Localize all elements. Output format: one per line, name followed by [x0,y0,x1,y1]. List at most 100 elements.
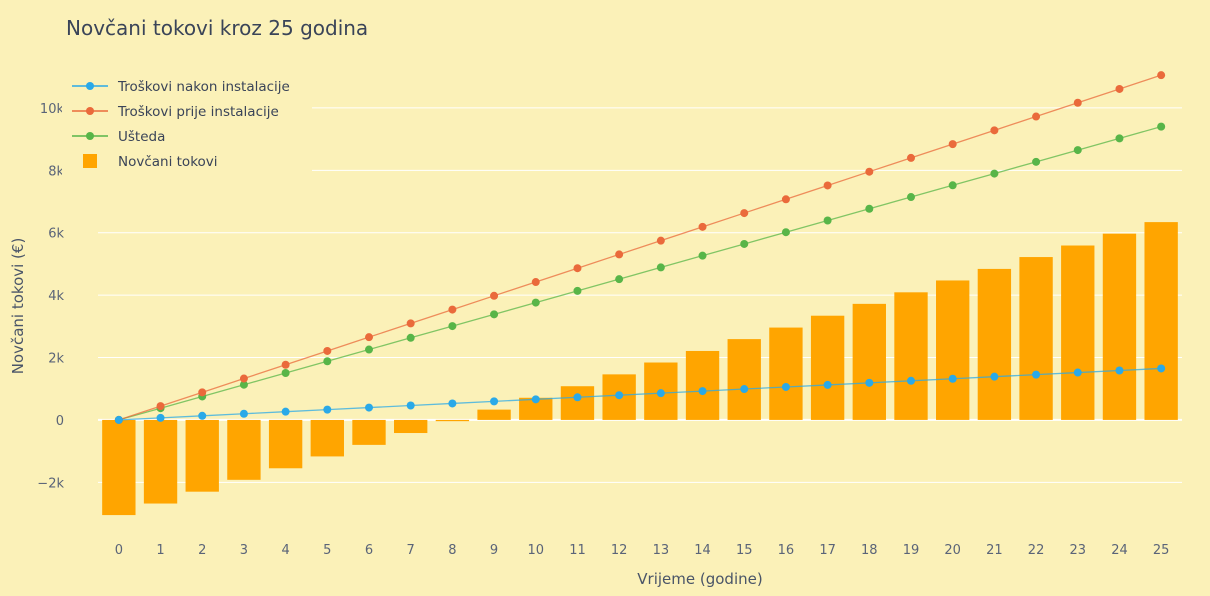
point-usteda[interactable] [823,216,832,225]
point-troskovi-nakon[interactable] [573,393,582,402]
bar-novcani-tokovi[interactable] [852,303,886,420]
point-troskovi-prije[interactable] [365,333,373,342]
point-troskovi-prije[interactable] [656,236,665,245]
point-troskovi-nakon[interactable] [990,372,999,381]
point-troskovi-prije[interactable] [1032,112,1041,121]
bar-novcani-tokovi[interactable] [477,409,511,420]
legend-item-troskovi-nakon[interactable]: Troškovi nakon instalacije [72,79,290,95]
point-troskovi-nakon[interactable] [323,405,332,414]
point-troskovi-prije[interactable] [490,291,499,300]
point-usteda[interactable] [490,310,499,319]
bar-novcani-tokovi[interactable] [727,339,761,420]
point-usteda[interactable] [948,181,957,190]
bar-novcani-tokovi[interactable] [394,419,428,434]
point-troskovi-nakon[interactable] [531,395,540,404]
point-usteda[interactable] [907,193,915,202]
bar-novcani-tokovi[interactable] [435,419,470,422]
bar-novcani-tokovi[interactable] [310,419,344,457]
point-usteda[interactable] [531,298,540,307]
point-troskovi-nakon[interactable] [490,397,499,406]
point-troskovi-nakon[interactable] [406,401,415,410]
point-troskovi-prije[interactable] [615,250,624,259]
point-troskovi-nakon[interactable] [239,409,248,418]
bar-novcani-tokovi[interactable] [143,419,178,504]
bar-novcani-tokovi[interactable] [227,419,261,480]
point-troskovi-nakon[interactable] [907,376,915,385]
point-troskovi-prije[interactable] [448,305,457,314]
point-troskovi-prije[interactable] [239,374,248,383]
point-troskovi-prije[interactable] [990,126,999,135]
bar-novcani-tokovi[interactable] [352,419,386,445]
point-usteda[interactable] [1032,157,1041,166]
point-troskovi-nakon[interactable] [198,411,207,420]
point-troskovi-nakon[interactable] [740,385,749,394]
point-usteda[interactable] [281,368,290,377]
point-troskovi-prije[interactable] [281,360,290,369]
point-troskovi-nakon[interactable] [114,415,123,424]
point-usteda[interactable] [406,333,415,342]
point-troskovi-prije[interactable] [740,209,749,218]
point-troskovi-nakon[interactable] [656,389,665,398]
bar-novcani-tokovi[interactable] [1144,222,1178,420]
point-troskovi-nakon[interactable] [448,399,457,408]
point-troskovi-prije[interactable] [781,195,790,204]
point-usteda[interactable] [740,239,749,248]
point-troskovi-nakon[interactable] [698,387,707,396]
bar-novcani-tokovi[interactable] [1019,257,1053,420]
bar-novcani-tokovi[interactable] [769,327,803,420]
bar-novcani-tokovi[interactable] [894,292,928,420]
point-usteda[interactable] [1157,122,1166,131]
point-troskovi-nakon[interactable] [1115,366,1124,375]
legend[interactable]: Troškovi nakon instalacije Troškovi prij… [62,70,312,180]
point-usteda[interactable] [573,286,582,295]
point-usteda[interactable] [698,251,707,260]
point-usteda[interactable] [365,345,373,354]
point-troskovi-nakon[interactable] [1073,368,1082,377]
point-troskovi-nakon[interactable] [948,374,957,383]
bar-novcani-tokovi[interactable] [560,386,595,420]
point-usteda[interactable] [239,380,248,389]
point-troskovi-prije[interactable] [907,153,915,162]
point-troskovi-prije[interactable] [1157,71,1166,80]
point-troskovi-nakon[interactable] [156,413,165,422]
bar-novcani-tokovi[interactable] [102,419,136,516]
bar-novcani-tokovi[interactable] [685,350,720,420]
point-troskovi-prije[interactable] [573,264,582,273]
point-troskovi-nakon[interactable] [823,380,832,389]
point-usteda[interactable] [1073,146,1082,155]
bar-novcani-tokovi[interactable] [185,419,219,492]
point-troskovi-prije[interactable] [1073,98,1082,107]
point-troskovi-prije[interactable] [948,140,957,149]
point-usteda[interactable] [615,275,624,284]
point-usteda[interactable] [656,263,665,272]
point-troskovi-prije[interactable] [323,346,332,355]
point-troskovi-prije[interactable] [156,402,165,411]
bar-novcani-tokovi[interactable] [268,419,303,469]
point-usteda[interactable] [323,357,332,366]
legend-item-usteda[interactable]: Ušteda [72,129,165,145]
legend-item-troskovi-prije[interactable]: Troškovi prije instalacije [72,104,279,120]
point-troskovi-prije[interactable] [823,181,832,190]
point-usteda[interactable] [781,228,790,237]
point-troskovi-nakon[interactable] [781,382,790,391]
bar-novcani-tokovi[interactable] [1102,233,1137,420]
point-usteda[interactable] [865,204,874,213]
point-troskovi-prije[interactable] [1115,84,1124,93]
bar-novcani-tokovi[interactable] [936,280,970,420]
bar-novcani-tokovi[interactable] [810,315,845,420]
point-troskovi-nakon[interactable] [865,378,874,387]
point-usteda[interactable] [1115,134,1124,143]
point-troskovi-prije[interactable] [698,222,707,231]
point-troskovi-nakon[interactable] [615,391,624,400]
legend-item-novcani-tokovi[interactable]: Novčani tokovi [83,154,218,170]
point-troskovi-nakon[interactable] [281,407,290,416]
bar-novcani-tokovi[interactable] [519,397,553,420]
bar-novcani-tokovi[interactable] [1061,245,1095,420]
point-troskovi-prije[interactable] [406,319,415,328]
bar-novcani-tokovi[interactable] [977,268,1012,420]
point-troskovi-nakon[interactable] [365,403,373,412]
point-troskovi-nakon[interactable] [1157,364,1166,373]
point-troskovi-nakon[interactable] [1032,370,1041,379]
point-troskovi-prije[interactable] [531,278,540,287]
point-troskovi-prije[interactable] [198,388,207,397]
